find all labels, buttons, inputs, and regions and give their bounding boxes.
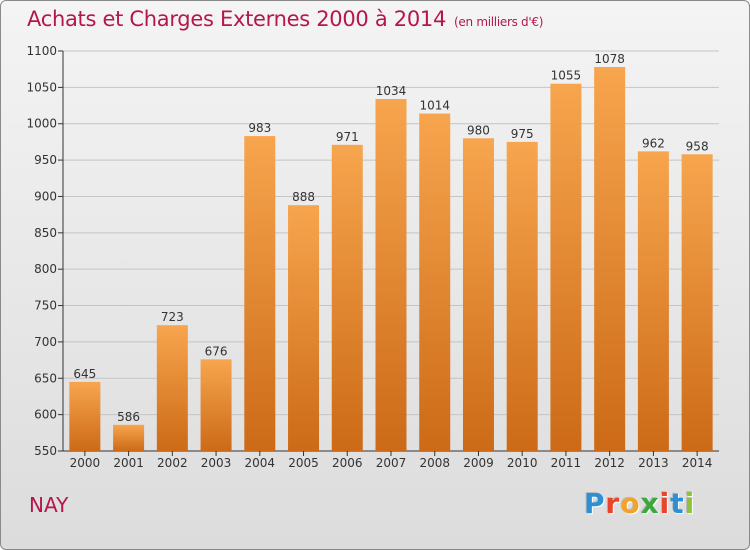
x-tick-label: 2004	[245, 456, 276, 470]
data-label: 975	[511, 127, 534, 141]
y-tick-label: 1100	[26, 44, 57, 58]
x-tick-label: 2008	[419, 456, 450, 470]
bar-2004	[244, 136, 276, 451]
chart-title: Achats et Charges Externes 2000 à 2014 (e…	[27, 7, 543, 31]
data-label: 962	[642, 136, 665, 150]
bar-2014	[681, 154, 713, 452]
x-tick-label: 2001	[113, 456, 144, 470]
data-label: 980	[467, 123, 490, 137]
bar-2012	[594, 67, 626, 451]
data-labels: 645 586 723 676 983 888 971 1034 1014 980 975 1055 1…	[73, 52, 708, 424]
y-tick-label: 550	[34, 444, 57, 458]
data-label: 958	[686, 139, 709, 153]
data-label: 645	[73, 367, 96, 381]
x-tick-label: 2006	[332, 456, 363, 470]
x-tick-label: 2011	[551, 456, 582, 470]
y-tick-label: 950	[34, 153, 57, 167]
bar-2013	[637, 151, 669, 451]
data-label: 1014	[419, 99, 450, 113]
bar-2000	[69, 381, 101, 451]
x-tick-label: 2010	[507, 456, 538, 470]
data-label: 676	[205, 344, 228, 358]
x-tick-label: 2005	[288, 456, 319, 470]
data-label: 1034	[376, 84, 407, 98]
bar-2009	[462, 138, 494, 452]
bar-2005	[288, 205, 320, 451]
data-label: 1078	[594, 52, 625, 66]
x-tick-label: 2014	[682, 456, 713, 470]
x-tick-label: 2007	[376, 456, 407, 470]
y-tick-label: 1000	[26, 117, 57, 131]
x-tick-label: 2003	[201, 456, 232, 470]
data-label: 723	[161, 310, 184, 324]
title-text: Achats et Charges Externes 2000 à 2014	[27, 7, 447, 31]
commune-name: NAY	[29, 493, 69, 517]
y-tick-label: 800	[34, 262, 57, 276]
y-tick-label: 1050	[26, 80, 57, 94]
data-label: 586	[117, 410, 140, 424]
logo-letter: o	[620, 487, 641, 520]
logo-letter: i	[684, 487, 696, 520]
bar-2010	[506, 141, 538, 451]
y-tick-label: 850	[34, 226, 57, 240]
bar-2011	[550, 83, 582, 452]
bar-2007	[375, 99, 407, 451]
bar-2001	[113, 424, 145, 451]
y-tick-label: 650	[34, 371, 57, 385]
proxiti-logo: Proxiti	[584, 487, 695, 520]
x-tick-label: 2000	[70, 456, 101, 470]
y-tick-label: 600	[34, 408, 57, 422]
logo-letter: t	[670, 487, 685, 520]
data-label: 888	[292, 190, 315, 204]
bars	[69, 67, 713, 452]
x-tick-label: 2002	[157, 456, 188, 470]
data-label: 1055	[551, 69, 582, 83]
y-tick-label: 750	[34, 299, 57, 313]
data-label: 971	[336, 130, 359, 144]
bar-2002	[156, 325, 188, 451]
x-tick-label: 2012	[594, 456, 625, 470]
data-label: 983	[248, 121, 271, 135]
bar-2006	[331, 144, 363, 451]
unit-label: (en milliers d'€)	[454, 15, 544, 29]
logo-letter: x	[640, 487, 660, 520]
logo-letter: r	[605, 487, 621, 520]
x-tick-label: 2009	[463, 456, 494, 470]
x-tick-label: 2013	[638, 456, 669, 470]
y-tick-label: 900	[34, 189, 57, 203]
logo-letter: P	[584, 487, 606, 520]
y-tick-label: 700	[34, 335, 57, 349]
bar-2003	[200, 359, 232, 451]
bar-2008	[419, 113, 451, 451]
logo-letter: i	[659, 487, 671, 520]
